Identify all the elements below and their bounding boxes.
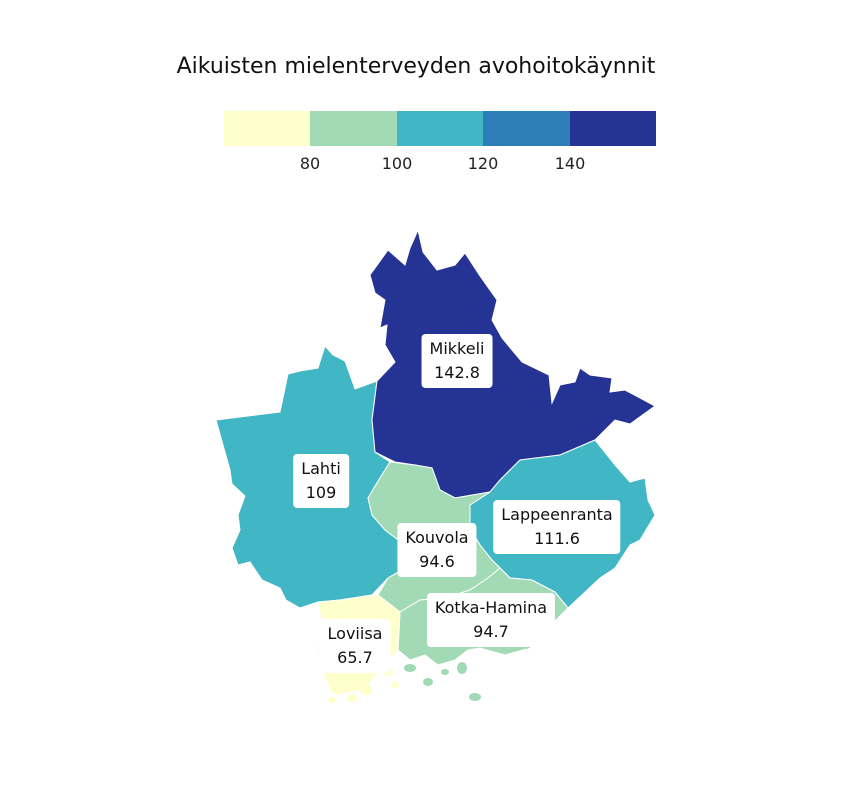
region-label-lahti: Lahti 109	[293, 454, 349, 508]
region-value: 94.7	[473, 622, 509, 641]
legend-swatch	[224, 111, 311, 146]
region-value: 109	[305, 483, 337, 502]
legend-tick: 80	[299, 154, 321, 173]
region-name: Loviisa	[327, 624, 383, 643]
region-value: 65.7	[337, 648, 373, 667]
region-name: Lahti	[301, 459, 341, 478]
region-name: Kotka-Hamina	[434, 598, 548, 617]
legend-tick: 120	[467, 154, 499, 173]
region-label-lappeenranta: Lappeenranta 111.6	[493, 500, 621, 554]
color-legend	[224, 111, 657, 146]
region-value: 111.6	[534, 529, 580, 548]
region-value: 94.6	[419, 552, 455, 571]
legend-tick: 100	[381, 154, 413, 173]
region-label-mikkeli: Mikkeli 142.8	[421, 334, 493, 388]
region-label-kotka-hamina: Kotka-Hamina 94.7	[426, 593, 556, 647]
legend-swatch	[483, 111, 570, 146]
region-label-kouvola: Kouvola 94.6	[397, 523, 477, 577]
region-value: 142.8	[434, 363, 480, 382]
region-name: Kouvola	[405, 528, 469, 547]
legend-swatch	[569, 111, 657, 146]
legend-ticks: 80 100 120 140	[0, 154, 864, 176]
legend-swatch	[310, 111, 397, 146]
legend-tick: 140	[554, 154, 586, 173]
region-label-loviisa: Loviisa 65.7	[319, 619, 391, 673]
region-name: Mikkeli	[429, 339, 485, 358]
region-mikkeli[interactable]	[369, 228, 656, 499]
legend-swatch	[396, 111, 484, 146]
region-name: Lappeenranta	[501, 505, 613, 524]
map-title: Aikuisten mielenterveyden avohoitokäynni…	[176, 54, 656, 79]
loviisa-islands	[328, 668, 399, 703]
